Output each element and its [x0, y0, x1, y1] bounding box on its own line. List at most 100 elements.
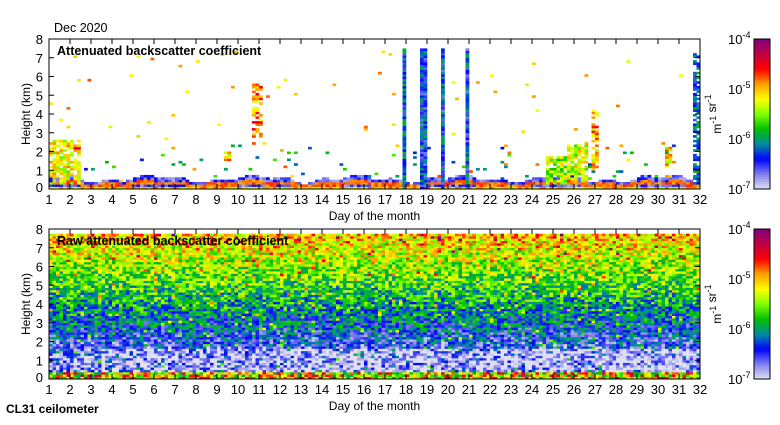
heatmap-cell: [473, 182, 477, 185]
heatmap-cell: [210, 299, 214, 302]
heatmap-cell: [49, 154, 53, 157]
heatmap-cell: [165, 248, 169, 251]
heatmap-cell: [56, 271, 60, 274]
heatmap-cell: [441, 86, 445, 89]
heatmap-cell: [102, 184, 106, 187]
heatmap-cell: [126, 306, 130, 309]
heatmap-cell: [466, 91, 470, 94]
heatmap-cell: [203, 346, 207, 349]
heatmap-cell: [203, 299, 207, 302]
heatmap-cell: [130, 358, 134, 361]
heatmap-cell: [182, 299, 186, 302]
heatmap-cell: [109, 267, 113, 270]
heatmap-cell: [98, 358, 102, 361]
heatmap-cell: [151, 274, 155, 277]
heatmap-cell: [179, 325, 183, 328]
heatmap-cell: [84, 297, 88, 300]
heatmap-cell: [413, 152, 417, 155]
heatmap-cell: [56, 370, 60, 373]
heatmap-cell: [151, 278, 155, 281]
heatmap-cell: [109, 259, 113, 262]
heatmap-cell: [70, 168, 74, 171]
heatmap-cell: [420, 58, 424, 61]
heatmap-cell: [74, 257, 78, 260]
heatmap-cell: [102, 349, 106, 352]
heatmap-cell: [74, 327, 78, 330]
heatmap-cell: [207, 295, 211, 298]
heatmap-cell: [133, 250, 137, 253]
heatmap-cell: [182, 259, 186, 262]
x-tick-label: 11: [252, 192, 266, 207]
heatmap-cell: [560, 163, 564, 166]
heatmap-cell: [81, 262, 85, 265]
heatmap-cell: [186, 318, 190, 321]
heatmap-cell: [56, 309, 60, 312]
heatmap-cell: [161, 353, 165, 356]
heatmap-cell: [133, 274, 137, 277]
heatmap-cell: [81, 267, 85, 270]
heatmap-cell: [189, 182, 193, 185]
heatmap-cell: [158, 274, 162, 277]
y-tick-label: 1: [36, 163, 43, 178]
heatmap-cell: [203, 360, 207, 363]
heatmap-cell: [109, 295, 113, 298]
heatmap-cell: [165, 370, 169, 373]
heatmap-cell: [693, 154, 697, 157]
heatmap-cell: [196, 370, 200, 373]
heatmap-cell: [168, 372, 172, 375]
heatmap-cell: [88, 330, 92, 333]
heatmap-cell: [543, 177, 547, 180]
heatmap-cell: [203, 281, 207, 284]
heatmap-cell: [270, 180, 274, 183]
heatmap-cell: [501, 180, 505, 183]
heatmap-cell: [515, 184, 519, 187]
heatmap-cell: [105, 295, 109, 298]
heatmap-cell: [84, 353, 88, 356]
heatmap-cell: [179, 295, 183, 298]
heatmap-cell: [74, 311, 78, 314]
heatmap-cell: [368, 177, 372, 180]
heatmap-cell: [224, 339, 228, 342]
heatmap-cell: [165, 306, 169, 309]
heatmap-cell: [165, 288, 169, 291]
heatmap-cell: [140, 276, 144, 279]
heatmap-cell: [217, 334, 221, 337]
heatmap-cell: [112, 339, 116, 342]
x-tick-label: 25: [546, 192, 560, 207]
heatmap-cell: [196, 311, 200, 314]
heatmap-cell: [224, 285, 228, 288]
heatmap-cell: [567, 182, 571, 185]
heatmap-cell: [347, 177, 351, 180]
heatmap-cell: [158, 255, 162, 258]
heatmap-cell: [154, 372, 158, 375]
heatmap-cell: [70, 257, 74, 260]
heatmap-cell: [567, 149, 571, 152]
heatmap-cell: [123, 342, 127, 345]
heatmap-cell: [224, 351, 228, 354]
heatmap-cell: [193, 299, 197, 302]
heatmap-cell: [70, 285, 74, 288]
heatmap-cell: [53, 269, 57, 272]
heatmap-cell: [147, 367, 151, 370]
heatmap-cell: [77, 360, 81, 363]
heatmap-cell: [207, 318, 211, 321]
heatmap-cell: [123, 259, 127, 262]
heatmap-cell: [420, 147, 424, 150]
heatmap-cell: [231, 180, 235, 183]
heatmap-cell: [130, 269, 134, 272]
heatmap-cell: [217, 325, 221, 328]
heatmap-cell: [98, 276, 102, 279]
heatmap-cell: [189, 184, 193, 187]
heatmap-cell: [91, 184, 95, 187]
heatmap-cell: [74, 255, 78, 258]
heatmap-cell: [63, 264, 67, 267]
heatmap-cell: [133, 292, 137, 295]
heatmap-cell: [56, 276, 60, 279]
heatmap-cell: [98, 304, 102, 307]
heatmap-cell: [252, 114, 256, 117]
heatmap-cell: [210, 325, 214, 328]
heatmap-cell: [403, 51, 407, 54]
heatmap-cell: [147, 255, 151, 258]
heatmap-cell: [403, 142, 407, 145]
heatmap-cell: [63, 353, 67, 356]
